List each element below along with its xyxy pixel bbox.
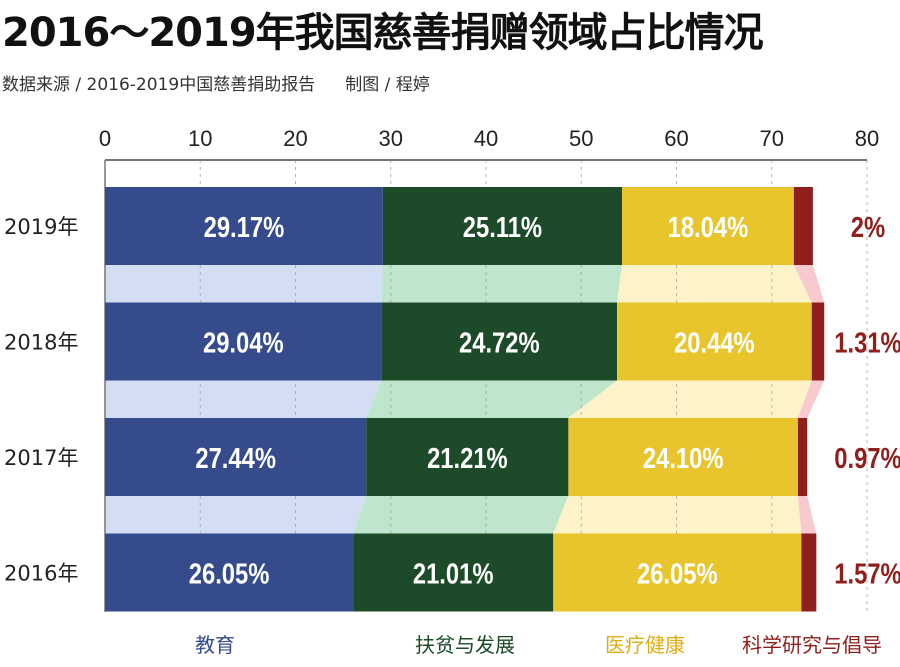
data-label: 1.57% <box>834 557 900 590</box>
connector-band <box>105 265 383 303</box>
data-label: 20.44% <box>674 326 755 359</box>
connector-band <box>366 380 618 418</box>
connector-band <box>553 496 802 534</box>
chart-subtitle: 数据来源 / 2016-2019中国慈善捐助报告 制图 / 程婷 <box>2 70 430 95</box>
bar-segment <box>366 418 569 496</box>
data-label: 18.04% <box>668 211 749 244</box>
x-tick-label: 0 <box>99 126 111 151</box>
x-tick-label: 50 <box>569 126 593 151</box>
connector-band <box>793 265 825 303</box>
bar-segment <box>622 187 794 265</box>
legend-item: 扶贫与发展 <box>415 633 515 657</box>
connector-band <box>381 265 623 303</box>
data-label: 26.05% <box>189 557 270 590</box>
legend-item: 教育 <box>195 633 235 657</box>
data-label: 24.72% <box>459 326 540 359</box>
data-label: 26.05% <box>637 557 718 590</box>
bar-segment <box>793 187 813 265</box>
data-label: 2% <box>851 211 885 244</box>
connector-band <box>568 380 812 418</box>
data-label: 25.11% <box>463 211 542 244</box>
connector-band <box>617 265 812 303</box>
x-tick-label: 80 <box>855 126 879 151</box>
bar-segment <box>797 418 808 496</box>
x-tick-label: 40 <box>474 126 498 151</box>
data-label: 29.04% <box>203 326 284 359</box>
bar-segment <box>105 187 383 265</box>
x-tick-label: 20 <box>283 126 307 151</box>
x-tick-label: 10 <box>188 126 212 151</box>
y-category-label: 2018年 <box>4 331 78 355</box>
data-source: 数据来源 / 2016-2019中国慈善捐助报告 <box>2 75 316 95</box>
bar-segment <box>353 533 554 612</box>
bar-segment <box>382 187 623 265</box>
x-tick-label: 30 <box>379 126 403 151</box>
connector-band <box>105 496 367 534</box>
x-tick-label: 60 <box>664 126 688 151</box>
bar-segment <box>568 418 798 496</box>
data-label: 21.01% <box>413 557 494 590</box>
bar-segment <box>105 418 367 496</box>
connector-band <box>797 496 817 534</box>
y-category-label: 2016年 <box>4 562 78 586</box>
chart-title: 2016～2019年我国慈善捐赠领域占比情况 <box>2 10 764 56</box>
bar-segment <box>105 533 354 612</box>
data-label: 21.21% <box>427 442 508 475</box>
connector-band <box>353 496 569 534</box>
connector-band <box>105 380 382 418</box>
y-category-label: 2017年 <box>4 446 78 470</box>
data-label: 24.10% <box>643 442 724 475</box>
bar-segment <box>617 302 812 381</box>
x-tick-label: 70 <box>760 126 784 151</box>
bar-segment <box>553 533 802 612</box>
bar-segment <box>811 302 825 381</box>
bar-segment <box>381 302 618 381</box>
y-category-label: 2019年 <box>4 215 78 239</box>
connector-band <box>797 380 825 418</box>
data-label: 29.17% <box>204 211 285 244</box>
chart-credit: 制图 / 程婷 <box>345 75 430 95</box>
data-label: 0.97% <box>834 442 900 475</box>
data-label: 27.44% <box>195 442 276 475</box>
legend-item: 科学研究与倡导 <box>742 633 882 657</box>
bar-segment <box>105 302 382 381</box>
data-label: 1.31% <box>834 326 900 359</box>
legend-item: 医疗健康 <box>605 633 685 657</box>
bar-segment <box>801 533 817 612</box>
